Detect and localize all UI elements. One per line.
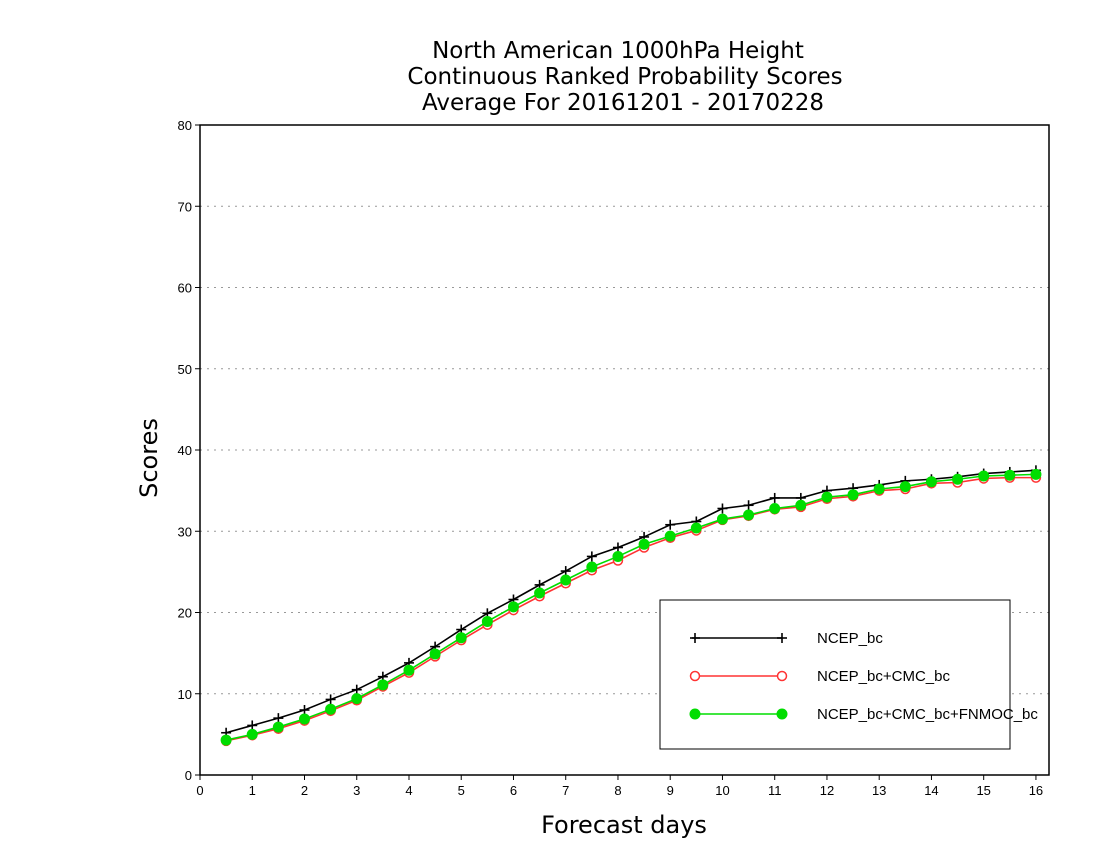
legend-label: NCEP_bc+CMC_bc <box>817 668 950 685</box>
x-tick-label: 13 <box>872 783 886 798</box>
data-point <box>925 476 937 488</box>
data-point <box>351 693 363 705</box>
legend-item: NCEP_bc <box>690 630 883 647</box>
data-point <box>247 720 258 731</box>
x-tick-label: 3 <box>353 783 360 798</box>
legend-marker <box>689 708 701 720</box>
y-tick-label: 60 <box>178 281 192 296</box>
data-point <box>1004 469 1016 481</box>
x-tick-label: 10 <box>715 783 729 798</box>
y-tick-label: 50 <box>178 362 192 377</box>
x-tick-label: 4 <box>405 783 412 798</box>
data-point <box>743 500 754 511</box>
legend-marker <box>776 708 788 720</box>
y-tick-label: 80 <box>178 118 192 133</box>
data-point <box>455 632 467 644</box>
legend-marker <box>690 633 700 643</box>
data-point <box>586 561 598 573</box>
x-tick-label: 5 <box>458 783 465 798</box>
data-point <box>246 728 258 740</box>
x-tick-label: 2 <box>301 783 308 798</box>
y-tick-label: 40 <box>178 443 192 458</box>
y-axis-label: Scores <box>135 418 163 498</box>
data-point <box>612 542 623 553</box>
legend-marker <box>689 670 701 682</box>
series-ncep-bc-cmc-bc-fnmoc-bc <box>220 468 1042 746</box>
data-point <box>769 492 780 503</box>
data-point <box>795 499 807 511</box>
x-tick-label: 11 <box>768 783 782 798</box>
data-point <box>612 550 624 562</box>
y-tick-label: 30 <box>178 524 192 539</box>
data-point <box>664 530 676 542</box>
legend-item: NCEP_bc+CMC_bc+FNMOC_bc <box>689 706 1038 723</box>
x-tick-label: 16 <box>1029 783 1043 798</box>
x-tick-label: 6 <box>510 783 517 798</box>
legend-items: NCEP_bc NCEP_bc+CMC_bc NCEP_bc+CMC_bc+FNMO… <box>689 630 1038 723</box>
data-point <box>978 470 990 482</box>
data-point <box>220 734 232 746</box>
data-point <box>899 481 911 493</box>
data-point <box>717 503 728 514</box>
data-point <box>873 483 885 495</box>
x-tick-label: 14 <box>924 783 938 798</box>
data-point <box>534 587 546 599</box>
data-point <box>586 551 597 562</box>
data-point <box>429 648 441 660</box>
data-point <box>325 694 336 705</box>
data-point <box>952 473 964 485</box>
legend-marker <box>777 633 787 643</box>
data-point <box>560 574 572 586</box>
data-point <box>298 713 310 725</box>
data-point <box>847 489 859 501</box>
data-point <box>325 703 337 715</box>
legend-label: NCEP_bc <box>817 630 883 647</box>
data-point <box>821 491 833 503</box>
data-point <box>716 513 728 525</box>
series-lines <box>220 465 1042 747</box>
x-tick-label: 15 <box>976 783 990 798</box>
data-point <box>272 721 284 733</box>
data-point <box>665 519 676 530</box>
data-point <box>769 503 781 514</box>
legend: NCEP_bc NCEP_bc+CMC_bc NCEP_bc+CMC_bc+FNMO… <box>659 599 1038 750</box>
x-tick-label: 12 <box>820 783 834 798</box>
data-point <box>1030 468 1042 480</box>
data-point <box>690 522 702 534</box>
data-point <box>351 684 362 695</box>
legend-box <box>659 599 1011 750</box>
x-tick-label: 7 <box>562 783 569 798</box>
y-tick-label: 70 <box>178 199 192 214</box>
data-point <box>743 509 755 521</box>
x-tick-label: 8 <box>614 783 621 798</box>
y-tick-label: 20 <box>178 606 192 621</box>
data-point <box>273 713 284 724</box>
legend-label: NCEP_bc+CMC_bc+FNMOC_bc <box>817 706 1038 723</box>
x-tick-label: 0 <box>196 783 203 798</box>
data-point <box>638 538 650 550</box>
data-point <box>377 679 389 691</box>
chart-title-line-1: North American 1000hPa Height <box>432 38 804 64</box>
chart-title-line-2: Continuous Ranked Probability Scores <box>407 64 842 90</box>
y-tick-label: 10 <box>178 687 192 702</box>
legend-item: NCEP_bc+CMC_bc <box>689 668 950 685</box>
data-point <box>507 601 519 613</box>
data-point <box>299 705 310 715</box>
x-tick-label: 1 <box>249 783 256 798</box>
x-tick-label: 9 <box>667 783 674 798</box>
x-axis-label: Forecast days <box>541 811 707 839</box>
data-point <box>560 566 571 577</box>
data-point <box>481 615 493 627</box>
legend-marker <box>776 670 788 682</box>
y-tick-label: 0 <box>185 768 192 783</box>
chart-title-line-3: Average For 20161201 - 20170228 <box>422 90 824 116</box>
data-point <box>403 664 415 676</box>
